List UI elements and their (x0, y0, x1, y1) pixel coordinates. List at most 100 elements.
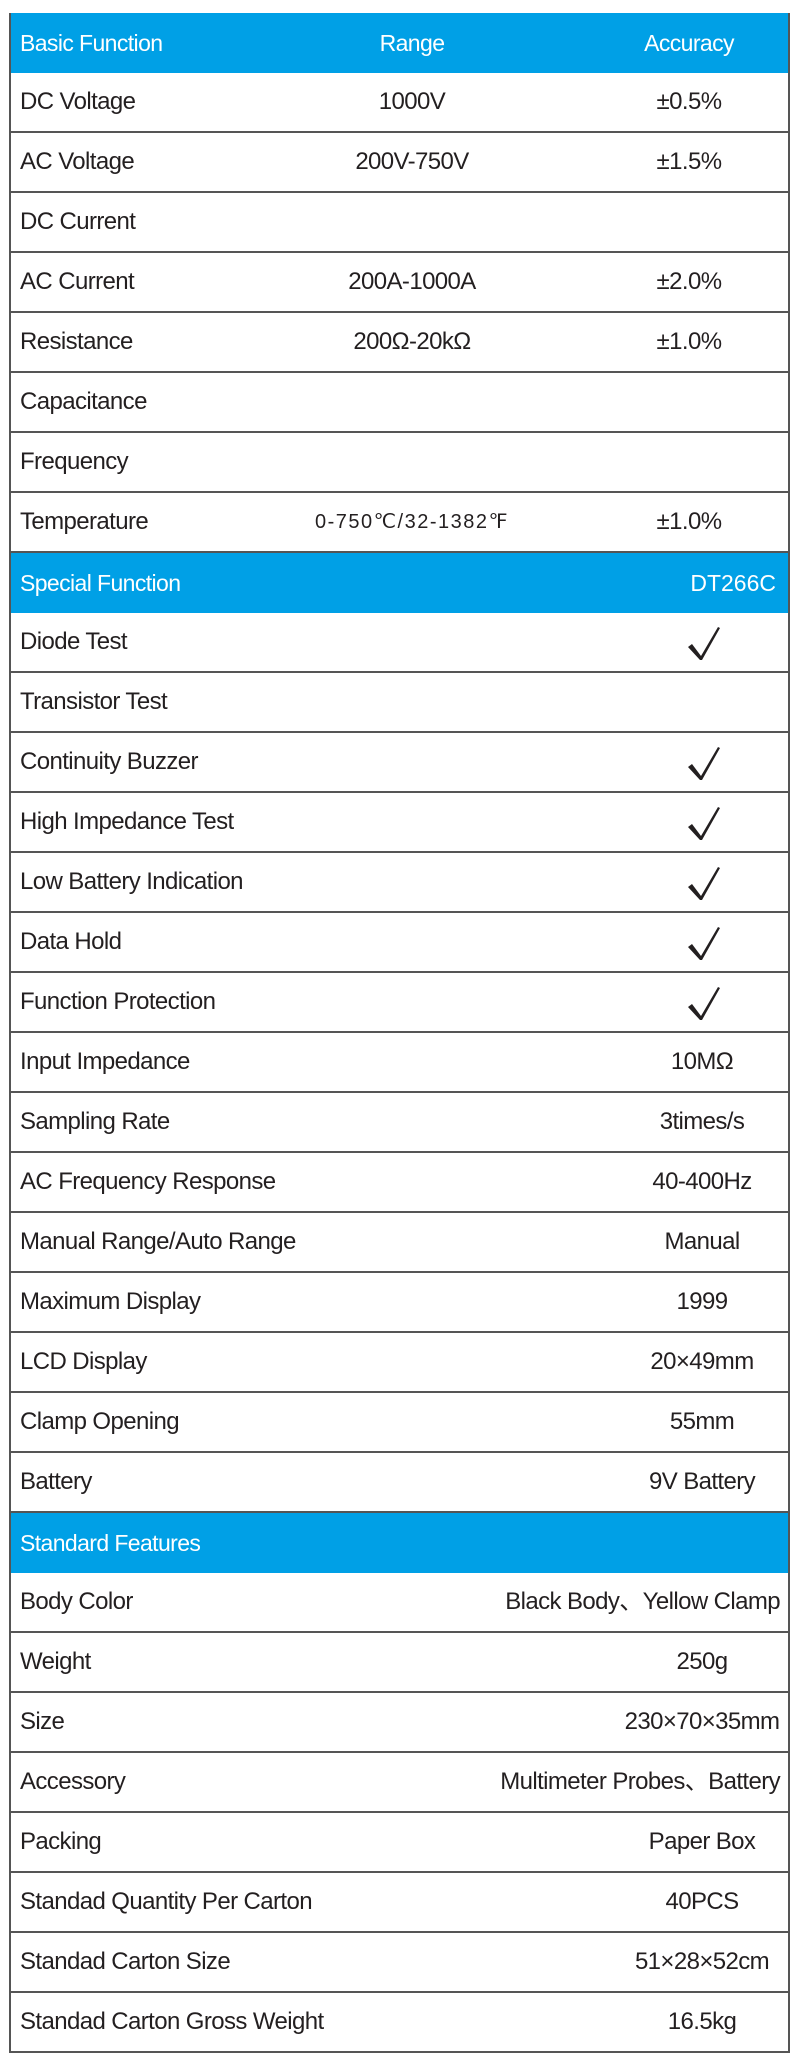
feature-value: Black Body、Yellow Clamp (505, 1588, 780, 1615)
table-row: Continuity Buzzer (11, 733, 788, 793)
spec-value: Manual (664, 1228, 740, 1255)
table-row: Manual Range/Auto Range Manual (11, 1213, 788, 1273)
table-row: Battery 9V Battery (11, 1453, 788, 1513)
spec-value: 10MΩ (670, 1048, 734, 1075)
row-label: High Impedance Test (20, 808, 234, 835)
feature-value: 250g (676, 1648, 729, 1675)
table-row: High Impedance Test (11, 793, 788, 853)
spec-value: 9V Battery (648, 1468, 756, 1495)
feature-value: 40PCS (665, 1888, 739, 1915)
row-label: LCD Display (20, 1348, 147, 1375)
check-icon (688, 927, 720, 960)
table-row: Data Hold (11, 913, 788, 973)
check-icon (688, 807, 720, 840)
table-row: Temperature 0-750℃/32-1382℉ ±1.0% (11, 493, 788, 553)
row-label: Standad Quantity Per Carton (20, 1888, 313, 1915)
table-row: Sampling Rate 3times/s (11, 1093, 788, 1153)
table-row: Size 230×70×35mm (11, 1693, 788, 1753)
table-row: Frequency (11, 433, 788, 493)
spec-value: 20×49mm (650, 1348, 754, 1375)
spec-value: 55mm (669, 1408, 735, 1435)
table-row: Body Color Black Body、Yellow Clamp (11, 1573, 788, 1633)
row-label: Size (20, 1708, 65, 1735)
row-label: Function Protection (20, 988, 216, 1015)
feature-value: 51×28×52cm (634, 1948, 770, 1975)
table-row: Transistor Test (11, 673, 788, 733)
row-label: Temperature (20, 508, 149, 535)
table-row: AC Voltage 200V-750V ±1.5% (11, 133, 788, 193)
table-row: Capacitance (11, 373, 788, 433)
row-label: Body Color (20, 1588, 133, 1615)
row-label: AC Voltage (20, 148, 135, 175)
row-label: Capacitance (20, 388, 147, 415)
table-row: AC Frequency Response 40-400Hz (11, 1153, 788, 1213)
table-row: AC Current 200A-1000A ±2.0% (11, 253, 788, 313)
row-label: DC Voltage (20, 88, 136, 115)
range-value: 0-750℃/32-1382℉ (314, 511, 510, 533)
row-label: Diode Test (20, 628, 128, 655)
row-label: Manual Range/Auto Range (20, 1228, 296, 1255)
row-label: DC Current (20, 208, 136, 235)
check-icon (688, 987, 720, 1020)
section-title: Special Function (20, 570, 181, 596)
accuracy-value: ±1.0% (656, 328, 722, 355)
table-row: LCD Display 20×49mm (11, 1333, 788, 1393)
feature-value: 230×70×35mm (624, 1708, 780, 1735)
row-label: Data Hold (20, 928, 122, 955)
row-label: Battery (20, 1468, 92, 1495)
standard-features-header: Standard Features (11, 1513, 788, 1573)
check-icon (688, 747, 720, 780)
table-row: Low Battery Indication (11, 853, 788, 913)
feature-value: Paper Box (648, 1828, 756, 1855)
spec-value: 3times/s (659, 1108, 745, 1135)
table-row: Function Protection (11, 973, 788, 1033)
accuracy-value: ±1.0% (656, 508, 722, 535)
range-value: 200V-750V (355, 148, 469, 175)
spec-value: 40-400Hz (652, 1168, 752, 1195)
table-row: Packing Paper Box (11, 1813, 788, 1873)
row-label: Maximum Display (20, 1288, 201, 1315)
check-icon (688, 627, 720, 660)
row-label: Sampling Rate (20, 1108, 170, 1135)
row-label: Standad Carton Gross Weight (20, 2008, 324, 2035)
row-label: Standad Carton Size (20, 1948, 231, 1975)
row-label: Packing (20, 1828, 102, 1855)
row-label: AC Current (20, 268, 135, 295)
row-label: Accessory (20, 1768, 126, 1795)
range-value: 200Ω-20kΩ (353, 328, 471, 355)
accuracy-value: ±2.0% (656, 268, 722, 295)
table-row: Accessory Multimeter Probes、Battery (11, 1753, 788, 1813)
row-label: Resistance (20, 328, 133, 355)
table-row: Weight 250g (11, 1633, 788, 1693)
feature-value: 16.5kg (667, 2008, 737, 2035)
row-label: Weight (20, 1648, 91, 1675)
row-label: Low Battery Indication (20, 868, 244, 895)
table-row: Standad Carton Size 51×28×52cm (11, 1933, 788, 1993)
row-label: Continuity Buzzer (20, 748, 198, 775)
table-row: Standad Quantity Per Carton 40PCS (11, 1873, 788, 1933)
table-row: Standad Carton Gross Weight 16.5kg (11, 1993, 788, 2053)
accuracy-value: ±0.5% (656, 88, 722, 115)
table-row: Clamp Opening 55mm (11, 1393, 788, 1453)
column-header-accuracy: Accuracy (644, 30, 734, 56)
range-value: 1000V (378, 88, 446, 115)
table-row: Diode Test (11, 613, 788, 673)
table-row: Input Impedance 10MΩ (11, 1033, 788, 1093)
section-title: Basic Function (20, 30, 163, 56)
special-function-header: Special Function DT266C (11, 553, 788, 613)
table-row: DC Current (11, 193, 788, 253)
table-row: Resistance 200Ω-20kΩ ±1.0% (11, 313, 788, 373)
row-label: Clamp Opening (20, 1408, 180, 1435)
row-label: AC Frequency Response (20, 1168, 276, 1195)
accuracy-value: ±1.5% (656, 148, 722, 175)
row-label: Frequency (20, 448, 129, 475)
section-title: Standard Features (20, 1530, 201, 1556)
spec-table: Basic Function Range Accuracy DC Voltage 100… (9, 13, 790, 2053)
feature-value: Multimeter Probes、Battery (500, 1768, 780, 1795)
table-row: Maximum Display 1999 (11, 1273, 788, 1333)
row-label: Input Impedance (20, 1048, 190, 1075)
model-name: DT266C (690, 570, 776, 596)
column-header-range: Range (379, 30, 445, 56)
basic-function-header: Basic Function Range Accuracy (11, 13, 788, 73)
range-value: 200A-1000A (348, 268, 476, 295)
